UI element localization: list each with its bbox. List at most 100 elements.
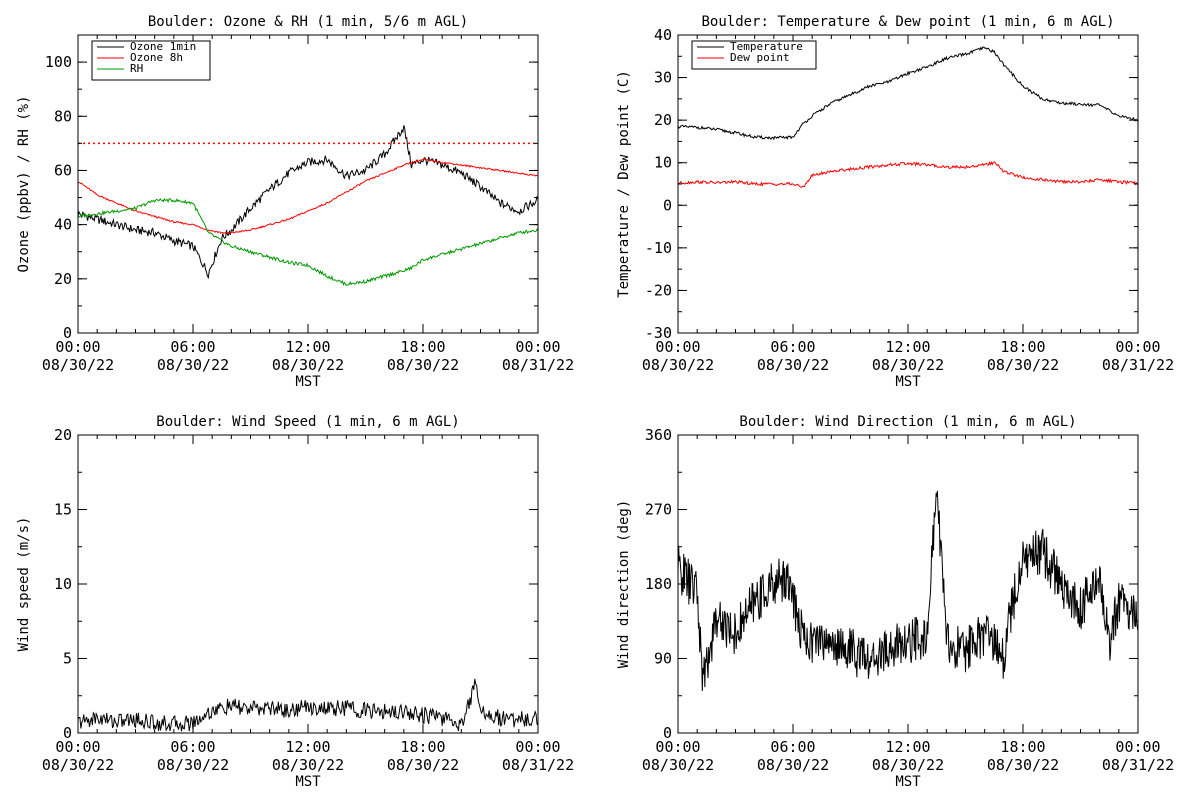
x-tick-label-date: 08/31/22 xyxy=(1102,756,1174,774)
x-tick-label-date: 08/30/22 xyxy=(757,356,829,374)
legend-label: Ozone 8h xyxy=(130,51,183,64)
y-tick-label: 20 xyxy=(54,270,72,288)
x-tick-label-date: 08/30/22 xyxy=(387,756,459,774)
y-tick-label: 15 xyxy=(54,501,72,519)
x-tick-label-date: 08/31/22 xyxy=(502,756,574,774)
legend-label: RH xyxy=(130,62,143,75)
y-tick-label: 20 xyxy=(654,111,672,129)
y-axis-label: Ozone (ppbv) / RH (%) xyxy=(16,95,32,272)
x-tick-label-time: 00:00 xyxy=(1115,338,1160,356)
plot-frame xyxy=(77,434,539,734)
plot-frame xyxy=(677,434,1139,734)
x-tick-label-time: 12:00 xyxy=(285,338,330,356)
chart-panel-wind-direction: Boulder: Wind Direction (1 min, 6 m AGL)… xyxy=(616,414,1174,790)
legend-box xyxy=(91,40,211,81)
series-trace xyxy=(77,678,539,732)
series-temperature xyxy=(677,46,1139,141)
chart-panel-wind-speed: Boulder: Wind Speed (1 min, 6 m AGL) 0 5 10… xyxy=(16,414,574,790)
x-tick-label-date: 08/30/22 xyxy=(642,356,714,374)
x-tick-label-date: 08/30/22 xyxy=(272,356,344,374)
x-tick-label-date: 08/30/22 xyxy=(987,356,1059,374)
series-ozone-8h xyxy=(77,158,539,234)
series-rh xyxy=(77,197,539,287)
y-tick-label: 0 xyxy=(663,724,672,742)
x-tick-label-time: 06:00 xyxy=(770,338,815,356)
y-tick-label: 180 xyxy=(645,575,672,593)
y-tick-label: 10 xyxy=(654,154,672,172)
x-tick-label-date: 08/31/22 xyxy=(502,356,574,374)
legend-label: Temperature xyxy=(730,40,803,53)
y-tick-label: 270 xyxy=(645,501,672,519)
x-tick-label-time: 06:00 xyxy=(170,338,215,356)
y-tick-label: 0 xyxy=(663,196,672,214)
y-tick-label: 100 xyxy=(45,53,72,71)
x-tick-label-date: 08/30/22 xyxy=(757,756,829,774)
x-tick-label-time: 18:00 xyxy=(400,738,445,756)
x-tick-label-time: 18:00 xyxy=(1000,338,1045,356)
x-tick-label-time: 06:00 xyxy=(770,738,815,756)
chart-title: Boulder: Wind Direction (1 min, 6 m AGL) xyxy=(739,414,1076,430)
x-tick-label-date: 08/30/22 xyxy=(872,756,944,774)
y-tick-label: 40 xyxy=(654,26,672,44)
y-axis-label: Wind speed (m/s) xyxy=(16,517,32,652)
y-tick-label: 60 xyxy=(54,161,72,179)
x-axis-label: MST xyxy=(295,774,321,790)
x-tick-label-time: 06:00 xyxy=(170,738,215,756)
chart-panel-ozone-rh: Boulder: Ozone & RH (1 min, 5/6 m AGL) 0 2… xyxy=(16,14,574,390)
x-tick-label-time: 00:00 xyxy=(655,738,700,756)
x-tick-label-time: 12:00 xyxy=(885,338,930,356)
chart-panel-temp-dewpoint: Boulder: Temperature & Dew point (1 min,… xyxy=(616,14,1174,390)
x-tick-label-date: 08/30/22 xyxy=(272,756,344,774)
x-tick-label-time: 00:00 xyxy=(515,338,560,356)
y-tick-label: -10 xyxy=(645,239,672,257)
y-tick-label: 0 xyxy=(63,324,72,342)
chart-title: Boulder: Ozone & RH (1 min, 5/6 m AGL) xyxy=(148,14,468,30)
y-tick-label: 40 xyxy=(54,216,72,234)
y-tick-label: 5 xyxy=(63,650,72,668)
x-tick-label-time: 00:00 xyxy=(1115,738,1160,756)
y-tick-label: 30 xyxy=(654,69,672,87)
x-tick-label-time: 00:00 xyxy=(655,338,700,356)
x-tick-label-date: 08/30/22 xyxy=(642,756,714,774)
x-tick-label-date: 08/30/22 xyxy=(42,356,114,374)
x-tick-label-date: 08/30/22 xyxy=(42,756,114,774)
legend-label: Dew point xyxy=(730,51,790,64)
legend-label: Ozone 1min xyxy=(130,40,196,53)
series-dew-point xyxy=(677,160,1139,188)
plot-frame xyxy=(677,34,1139,334)
series-ozone-1min xyxy=(77,125,539,280)
x-tick-label-date: 08/30/22 xyxy=(387,356,459,374)
x-axis-label: MST xyxy=(895,774,921,790)
y-tick-label: 20 xyxy=(54,426,72,444)
x-tick-label-date: 08/30/22 xyxy=(987,756,1059,774)
x-axis-label: MST xyxy=(295,374,321,390)
x-tick-label-time: 18:00 xyxy=(1000,738,1045,756)
y-axis-label: Wind direction (deg) xyxy=(616,500,632,669)
y-tick-label: 10 xyxy=(54,575,72,593)
y-tick-label: -30 xyxy=(645,324,672,342)
y-tick-label: 0 xyxy=(63,724,72,742)
chart-title: Boulder: Wind Speed (1 min, 6 m AGL) xyxy=(156,414,459,430)
y-tick-label: 80 xyxy=(54,107,72,125)
x-tick-label-date: 08/30/22 xyxy=(157,356,229,374)
x-tick-label-time: 00:00 xyxy=(515,738,560,756)
y-tick-label: -20 xyxy=(645,281,672,299)
x-tick-label-date: 08/31/22 xyxy=(1102,356,1174,374)
x-tick-label-time: 00:00 xyxy=(55,338,100,356)
x-tick-label-date: 08/30/22 xyxy=(872,356,944,374)
legend-box xyxy=(691,40,817,70)
x-tick-label-time: 00:00 xyxy=(55,738,100,756)
x-tick-label-time: 12:00 xyxy=(285,738,330,756)
series-trace xyxy=(677,490,1139,691)
x-tick-label-time: 12:00 xyxy=(885,738,930,756)
chart-title: Boulder: Temperature & Dew point (1 min,… xyxy=(701,14,1114,30)
x-tick-label-date: 08/30/22 xyxy=(157,756,229,774)
x-axis-label: MST xyxy=(895,374,921,390)
y-tick-label: 90 xyxy=(654,650,672,668)
y-axis-label: Temperature / Dew point (C) xyxy=(616,70,632,298)
x-tick-label-time: 18:00 xyxy=(400,338,445,356)
y-tick-label: 360 xyxy=(645,426,672,444)
